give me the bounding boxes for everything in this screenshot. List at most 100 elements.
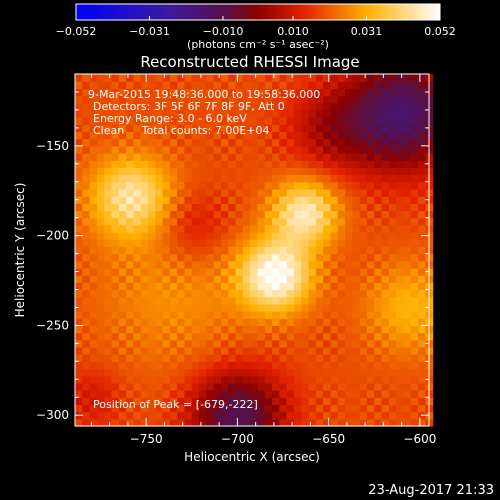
- heatmap-cell: [396, 246, 405, 255]
- heatmap-cell: [228, 382, 237, 391]
- heatmap-cell: [206, 346, 215, 355]
- heatmap-cell: [96, 253, 105, 262]
- heatmap-cell: [418, 282, 426, 291]
- heatmap-cell: [82, 397, 91, 406]
- heatmap-cell: [352, 375, 361, 384]
- heatmap-cell: [359, 181, 368, 190]
- heatmap-cell: [337, 74, 346, 82]
- heatmap-cell: [177, 203, 186, 212]
- heatmap-cell: [228, 390, 237, 398]
- heatmap-cell: [133, 260, 142, 269]
- heatmap-cell: [220, 95, 229, 104]
- heatmap-cell: [169, 145, 178, 154]
- heatmap-cell: [220, 296, 229, 305]
- heatmap-cell: [396, 282, 405, 291]
- heatmap-cell: [118, 296, 127, 305]
- heatmap-cell: [272, 95, 280, 104]
- heatmap-cell: [366, 95, 375, 104]
- heatmap-cell: [286, 260, 295, 269]
- heatmap-cell: [82, 196, 91, 204]
- heatmap-cell: [126, 131, 134, 140]
- heatmap-cell: [104, 210, 113, 219]
- heatmap-cell: [155, 339, 164, 348]
- heatmap-cell: [366, 390, 375, 398]
- heatmap-cell: [257, 217, 266, 226]
- heatmap-cell: [250, 81, 259, 89]
- heatmap-cell: [184, 397, 193, 406]
- heatmap-cell: [89, 95, 98, 104]
- heatmap-cell: [235, 390, 244, 398]
- heatmap-cell: [388, 145, 397, 154]
- heatmap-cell: [191, 267, 200, 276]
- heatmap-cell: [169, 246, 178, 255]
- heatmap-cell: [82, 282, 91, 291]
- heatmap-cell: [410, 390, 419, 398]
- heatmap-cell: [206, 289, 215, 298]
- heatmap-cell: [279, 361, 288, 370]
- heatmap-cell: [235, 131, 244, 140]
- heatmap-cell: [272, 188, 280, 197]
- heatmap-cell: [352, 390, 361, 398]
- heatmap-cell: [286, 239, 295, 247]
- heatmap-cell: [199, 318, 207, 327]
- heatmap-cell: [191, 174, 200, 183]
- heatmap-cell: [352, 145, 361, 154]
- heatmap-cell: [330, 382, 339, 391]
- heatmap-cell: [345, 145, 353, 154]
- heatmap-cell: [191, 375, 200, 384]
- heatmap-cell: [191, 368, 200, 377]
- heatmap-cell: [315, 325, 324, 334]
- heatmap-cell: [279, 404, 288, 413]
- heatmap-cell: [162, 303, 171, 312]
- heatmap-cell: [381, 275, 390, 283]
- heatmap-cell: [286, 88, 295, 97]
- heatmap-cell: [118, 181, 127, 190]
- heatmap-cell: [257, 296, 266, 305]
- heatmap-cell: [104, 418, 113, 427]
- heatmap-cell: [359, 167, 368, 176]
- heatmap-cell: [89, 109, 98, 118]
- heatmap-cell: [82, 318, 91, 327]
- heatmap-cell: [410, 339, 419, 348]
- heatmap-cell: [242, 210, 251, 219]
- heatmap-cell: [330, 375, 339, 384]
- heatmap-cell: [191, 296, 200, 305]
- heatmap-cell: [388, 382, 397, 391]
- heatmap-cell: [301, 311, 310, 319]
- heatmap-cell: [126, 217, 134, 226]
- heatmap-cell: [162, 188, 171, 197]
- heatmap-cell: [140, 167, 149, 176]
- heatmap-cell: [140, 411, 149, 420]
- heatmap-cell: [213, 311, 222, 319]
- heatmap-cell: [388, 109, 397, 118]
- heatmap-cell: [111, 232, 120, 240]
- heatmap-cell: [345, 253, 353, 262]
- heatmap-cell: [199, 131, 207, 140]
- heatmap-cell: [228, 232, 237, 240]
- heatmap-cell: [352, 203, 361, 212]
- heatmap-cell: [118, 203, 127, 212]
- heatmap-cell: [250, 332, 259, 341]
- heatmap-cell: [242, 109, 251, 118]
- heatmap-cell: [272, 138, 280, 147]
- heatmap-cell: [242, 167, 251, 176]
- heatmap-cell: [140, 124, 149, 133]
- heatmap-cell: [308, 153, 317, 161]
- heatmap-cell: [104, 411, 113, 420]
- heatmap-cell: [96, 368, 105, 377]
- heatmap-cell: [140, 145, 149, 154]
- heatmap-cell: [272, 74, 280, 82]
- heatmap-cell: [337, 153, 346, 161]
- heatmap-cell: [330, 311, 339, 319]
- heatmap-cell: [345, 368, 353, 377]
- heatmap-cell: [89, 411, 98, 420]
- heatmap-cell: [323, 246, 332, 255]
- heatmap-cell: [308, 181, 317, 190]
- heatmap-cell: [206, 267, 215, 276]
- heatmap-cell: [323, 102, 332, 111]
- heatmap-cell: [264, 210, 273, 219]
- heatmap-cell: [111, 210, 120, 219]
- heatmap-cell: [162, 174, 171, 183]
- heatmap-cell: [403, 311, 412, 319]
- heatmap-cell: [82, 354, 91, 362]
